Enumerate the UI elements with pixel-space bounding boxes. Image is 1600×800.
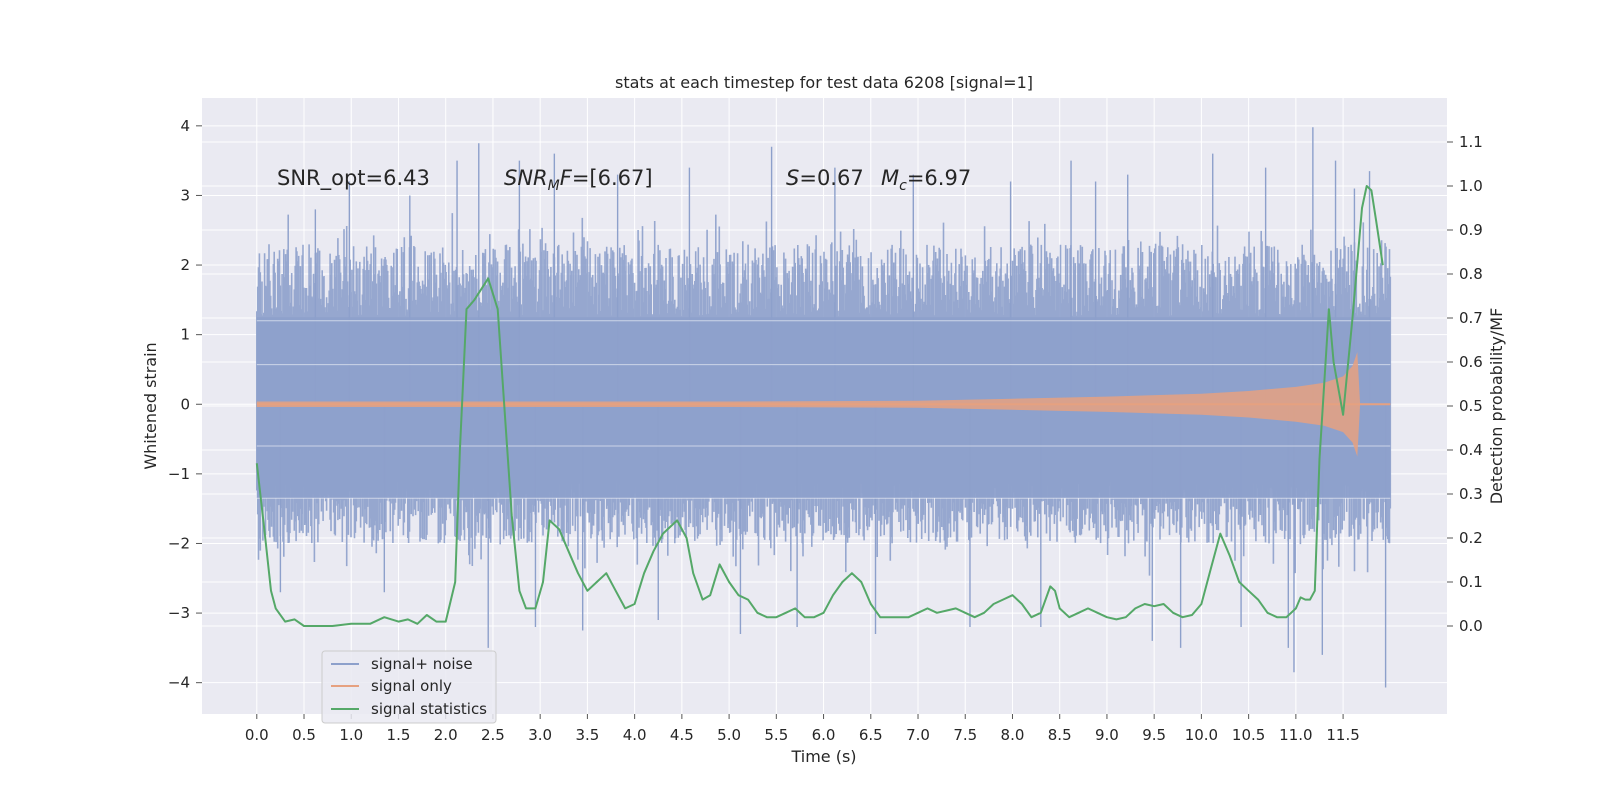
y2-axis-label: Detection probability/MF [1487,308,1506,505]
signal-statistics-line [255,185,1384,627]
annotation-s: S=0.67 [786,166,864,190]
y2-tick-label: 0.1 [1459,573,1483,591]
y-tick-label: 4 [180,117,190,135]
y-tick-label: −1 [168,465,190,483]
legend-label-signal-only: signal only [371,677,452,695]
x-tick-label: 9.0 [1095,726,1119,744]
x-tick-label: 7.5 [953,726,977,744]
x-axis-label: Time (s) [790,747,856,766]
y-tick-label: 1 [180,326,190,344]
y2-tick-label: 1.0 [1459,177,1483,195]
annotation-s-value: =0.67 [799,166,863,190]
series-signal-only [256,352,1391,457]
x-tick-label: 5.5 [764,726,788,744]
y2-tick-label: 0.8 [1459,265,1483,283]
y2-tick-label: 0.9 [1459,221,1483,239]
annotation-snr-mf: SNRMF=[6.67] [504,166,653,194]
y-tick-label: −2 [168,534,190,552]
y2-tick-label: 0.7 [1459,309,1483,327]
x-tick-label: 8.0 [1001,726,1025,744]
y2-tick-label: 0.0 [1459,617,1483,635]
x-tick-label: 11.5 [1326,726,1359,744]
x-tick-label: 2.0 [434,726,458,744]
y2-tick-label: 0.3 [1459,485,1483,503]
legend-box [321,650,497,724]
x-tick-label: 8.5 [1048,726,1072,744]
annotation-snr-opt: SNR_opt=6.43 [277,166,430,191]
axis-ticks: 0.0 0.5 1.0 1.5 2.0 2.5 3.0 3.5 4.0 4.5 5.0 5.5 6.0 6… [168,117,1483,744]
y2-tick-label: 0.4 [1459,441,1483,459]
annotation-mc: Mc=6.97 [881,166,971,194]
chart-title: stats at each timestep for test data 620… [615,73,1033,92]
series-signal-statistics [255,185,1384,627]
x-tick-label: 0.0 [245,726,269,744]
x-tick-label: 10.0 [1185,726,1218,744]
legend-label-signal-plus-noise: signal+ noise [371,655,473,673]
x-tick-label: 1.5 [387,726,411,744]
x-tick-label: 6.0 [812,726,836,744]
y-axis-label: Whitened strain [141,342,160,469]
x-tick-label: 6.5 [859,726,883,744]
x-tick-label: 10.5 [1232,726,1265,744]
annotation-snr-mf-sub: M [548,178,560,194]
x-tick-label: 4.5 [670,726,694,744]
y2-tick-label: 0.2 [1459,529,1483,547]
annotation-mc-value: =6.97 [907,166,971,190]
y2-tick-label: 0.6 [1459,353,1483,371]
annotation-mc-symbol: M [881,166,899,190]
y-tick-label: 0 [180,395,190,413]
annotation-snr-mf-value: =[6.67] [572,166,653,190]
y-tick-label: −3 [168,604,190,622]
annotation-snr-mf-f: F [560,166,573,190]
legend-label-signal-statistics: signal statistics [371,700,487,718]
y2-tick-label: 1.1 [1459,133,1483,151]
x-tick-label: 7.0 [906,726,930,744]
x-tick-label: 0.5 [292,726,316,744]
x-tick-label: 4.0 [623,726,647,744]
legend: signal+ noise signal only signal statist… [321,650,497,724]
x-tick-label: 5.0 [717,726,741,744]
y-tick-label: 2 [180,256,190,274]
annotation-s-symbol: S [786,166,799,190]
x-tick-label: 3.0 [528,726,552,744]
annotation-mc-sub: c [899,178,907,194]
x-tick-label: 2.5 [481,726,505,744]
x-tick-label: 3.5 [575,726,599,744]
y-tick-label: −4 [168,674,190,692]
x-tick-label: 1.0 [339,726,363,744]
x-tick-label: 9.5 [1142,726,1166,744]
annotation-snr-mf-main: SNR [504,166,548,190]
x-tick-label: 11.0 [1279,726,1312,744]
y-tick-label: 3 [180,186,190,204]
y2-tick-label: 0.5 [1459,397,1483,415]
